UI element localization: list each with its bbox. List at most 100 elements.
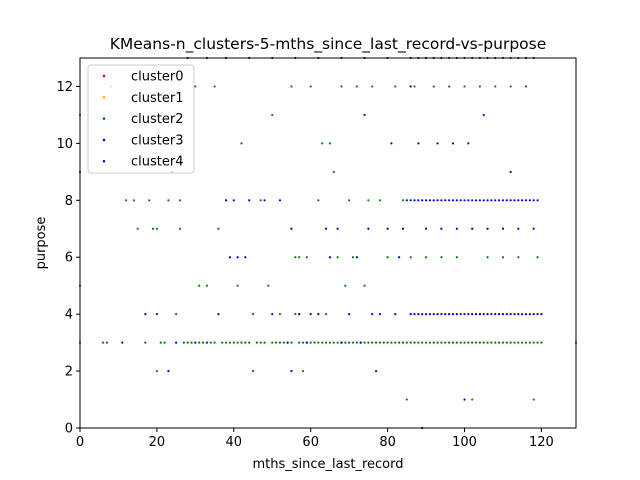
data-point <box>225 199 228 202</box>
data-point <box>228 341 232 344</box>
data-point <box>294 256 297 259</box>
data-point <box>317 341 320 344</box>
data-point <box>532 398 535 401</box>
data-point <box>467 142 470 145</box>
legend-label: cluster0 <box>131 70 183 85</box>
data-point <box>471 398 474 401</box>
data-point <box>298 313 301 316</box>
data-point <box>451 341 455 344</box>
data-point <box>440 313 443 316</box>
data-point <box>501 199 505 202</box>
data-point <box>448 85 451 88</box>
data-point <box>490 341 493 344</box>
data-point <box>494 199 497 202</box>
data-point <box>236 341 239 344</box>
data-point <box>521 341 524 344</box>
data-point <box>263 341 266 344</box>
data-point <box>528 313 531 316</box>
data-point <box>294 313 297 316</box>
data-point <box>409 341 412 344</box>
data-point <box>448 199 451 202</box>
series-cluster2 <box>78 85 578 401</box>
y-axis-title: purpose <box>34 217 49 270</box>
data-point <box>440 199 443 202</box>
data-point <box>459 313 462 316</box>
x-tick-label: 60 <box>302 435 319 450</box>
data-point <box>175 341 178 344</box>
data-point <box>332 341 335 344</box>
points-layer <box>78 56 578 430</box>
data-point <box>155 227 158 230</box>
data-point <box>528 199 531 202</box>
data-point <box>498 341 501 344</box>
data-point <box>209 341 212 344</box>
data-point <box>194 85 197 88</box>
x-tick-label: 120 <box>529 435 554 450</box>
data-point <box>417 341 420 344</box>
data-point <box>486 199 489 202</box>
data-point <box>517 199 520 202</box>
data-point <box>244 256 247 259</box>
data-point <box>509 199 512 202</box>
data-point <box>428 341 431 344</box>
data-point <box>451 313 455 316</box>
data-point <box>432 313 435 316</box>
data-point <box>313 341 316 344</box>
data-point <box>371 313 374 316</box>
data-point <box>405 341 408 344</box>
legend: cluster0 cluster1 cluster2 cluster3 cluster4 <box>87 64 195 174</box>
data-point <box>309 341 312 344</box>
legend-label: cluster3 <box>131 133 183 148</box>
legend-marker <box>102 138 106 142</box>
data-point <box>286 341 289 344</box>
data-point <box>413 341 416 344</box>
data-point <box>421 199 424 202</box>
data-point <box>532 313 535 316</box>
data-point <box>486 313 489 316</box>
data-point <box>444 341 447 344</box>
data-point <box>536 313 539 316</box>
data-point <box>309 85 312 88</box>
data-point <box>271 313 274 316</box>
data-point <box>532 341 535 344</box>
data-point <box>536 341 539 344</box>
data-point <box>440 256 443 259</box>
data-point <box>505 313 508 316</box>
data-point <box>440 341 443 344</box>
data-point <box>524 313 528 316</box>
data-point <box>151 227 155 230</box>
data-point <box>398 256 401 259</box>
data-point <box>498 313 501 316</box>
data-point <box>348 341 351 344</box>
data-point <box>409 85 412 88</box>
legend-label: cluster4 <box>131 155 183 170</box>
data-point <box>282 341 285 344</box>
data-point <box>509 170 512 173</box>
x-axis: 0 20 40 60 80 100 120 <box>76 428 554 450</box>
data-point <box>417 199 420 202</box>
data-point <box>232 199 235 202</box>
data-point <box>490 199 493 202</box>
data-point <box>251 369 255 373</box>
data-point <box>278 341 282 344</box>
data-point <box>401 341 405 344</box>
data-point <box>340 85 343 88</box>
data-point <box>251 313 255 316</box>
data-point <box>271 113 274 117</box>
data-point <box>409 199 412 202</box>
data-point <box>336 341 339 344</box>
data-point <box>378 341 382 344</box>
data-point <box>213 85 216 88</box>
data-point <box>455 256 458 259</box>
data-point <box>540 341 543 344</box>
data-point <box>517 227 520 230</box>
chart-title: KMeans-n_clusters-5-mths_since_last_reco… <box>110 35 547 54</box>
data-point <box>444 313 447 316</box>
data-point <box>386 227 389 230</box>
data-point <box>144 313 147 316</box>
data-point <box>263 199 266 202</box>
data-point <box>501 227 505 230</box>
data-point <box>290 369 293 373</box>
data-point <box>509 85 512 88</box>
data-point <box>482 313 485 316</box>
